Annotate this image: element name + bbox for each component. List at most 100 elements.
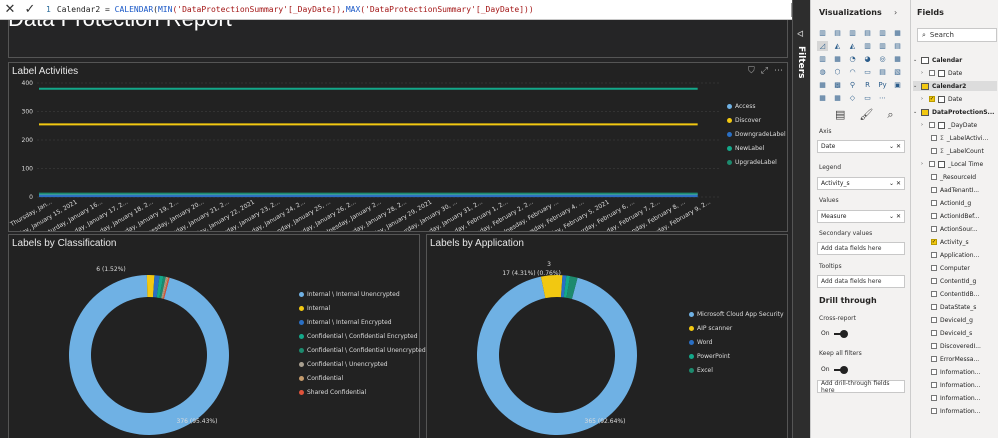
- visual-type-icon[interactable]: ▣: [894, 81, 901, 89]
- drill-through-well[interactable]: Add drill-through fields here: [817, 380, 905, 394]
- tooltips-well[interactable]: Add data fields here: [817, 275, 905, 288]
- visual-type-icon[interactable]: ◔: [849, 55, 856, 63]
- field-item[interactable]: Σ _LabelCount: [931, 146, 984, 156]
- visual-type-icon[interactable]: ▧: [894, 68, 901, 76]
- field-checkbox[interactable]: [931, 252, 937, 258]
- chevron-down-icon[interactable]: ⌄: [913, 109, 918, 115]
- visual-type-icon[interactable]: ▦: [819, 81, 826, 89]
- label-activities-visual[interactable]: Label Activities ⛉ ⤢ ⋯ 0 100 200 300 400 Thur…: [8, 62, 788, 232]
- visual-type-icon[interactable]: ◠: [849, 68, 856, 76]
- chevron-right-icon[interactable]: ›: [921, 96, 923, 102]
- field-item[interactable]: › ✓ Date: [921, 94, 962, 104]
- field-checkbox[interactable]: [931, 408, 937, 414]
- legend-item[interactable]: Confidential \ Confidential Encrypted: [299, 333, 418, 340]
- visual-type-icon[interactable]: ▥: [849, 29, 856, 37]
- visual-type-icon[interactable]: ▤: [834, 29, 841, 37]
- close-icon[interactable]: ✕: [4, 2, 16, 17]
- visual-type-icon[interactable]: ◭: [834, 42, 841, 50]
- field-item[interactable]: ContentId_g: [931, 276, 976, 286]
- field-checkbox[interactable]: [931, 291, 937, 297]
- visual-type-icon[interactable]: ▭: [864, 68, 871, 76]
- field-checkbox[interactable]: [931, 304, 937, 310]
- legend-item[interactable]: Internal \ Internal Encrypted: [299, 319, 392, 326]
- visual-type-icon[interactable]: ▥: [864, 42, 871, 50]
- well-actions-icon[interactable]: ⌄ ✕: [889, 213, 901, 220]
- field-item[interactable]: AadTenantI...: [931, 185, 979, 195]
- filter-icon[interactable]: ⛉: [748, 66, 755, 76]
- visual-type-icon[interactable]: ▭: [864, 94, 871, 102]
- field-checkbox[interactable]: [931, 382, 937, 388]
- collapse-pane-icon[interactable]: ›: [894, 8, 898, 17]
- secondary-values-well[interactable]: Add data fields here: [817, 242, 905, 255]
- visual-type-icon[interactable]: ▦: [834, 94, 841, 102]
- visual-type-icon[interactable]: ◍: [819, 68, 826, 76]
- well-actions-icon[interactable]: ⌄ ✕: [889, 143, 901, 150]
- field-item[interactable]: DeviceId_g: [931, 315, 973, 325]
- field-checkbox[interactable]: [931, 213, 937, 219]
- field-checkbox[interactable]: [931, 135, 937, 141]
- visual-type-icon[interactable]: ◇: [849, 94, 856, 102]
- field-item[interactable]: DeviceId_s: [931, 328, 972, 338]
- field-item[interactable]: Information...: [931, 380, 980, 390]
- field-checkbox[interactable]: [931, 226, 937, 232]
- field-item[interactable]: Application...: [931, 250, 979, 260]
- field-checkbox[interactable]: [931, 148, 937, 154]
- fields-tab-icon[interactable]: ▤: [835, 108, 846, 121]
- visual-type-icon[interactable]: Py: [878, 81, 887, 89]
- labels-by-application-visual[interactable]: Labels by Application 17 (4.31%) (0.76%) 3…: [426, 234, 788, 438]
- field-checkbox[interactable]: [931, 343, 937, 349]
- chevron-down-icon[interactable]: ⌄: [913, 57, 918, 63]
- legend-item[interactable]: Internal: [299, 305, 330, 312]
- check-icon[interactable]: ✓: [24, 2, 36, 17]
- field-item[interactable]: Information...: [931, 406, 980, 416]
- visual-type-icon[interactable]: ▥: [819, 29, 826, 37]
- visual-type-icon[interactable]: ⋯: [879, 94, 886, 102]
- field-checkbox[interactable]: [931, 200, 937, 206]
- chevron-right-icon[interactable]: ›: [921, 122, 923, 128]
- field-checkbox[interactable]: [931, 395, 937, 401]
- visual-type-icon[interactable]: ▤: [894, 42, 901, 50]
- field-checkbox[interactable]: [931, 317, 937, 323]
- fields-search-input[interactable]: ⌕ Search: [917, 28, 997, 42]
- focus-mode-icon[interactable]: ⤢: [760, 66, 768, 76]
- visual-type-icon[interactable]: ⬡: [834, 68, 841, 76]
- field-item[interactable]: Information...: [931, 367, 980, 377]
- field-item[interactable]: ActionId_g: [931, 198, 971, 208]
- expand-icon[interactable]: ᐊ: [797, 30, 804, 40]
- visual-type-icon[interactable]: ◕: [864, 55, 871, 63]
- field-checkbox[interactable]: [931, 265, 937, 271]
- legend-item[interactable]: Confidential \ Confidential Unencrypted: [299, 347, 426, 354]
- legend-item[interactable]: UpgradeLabel: [727, 159, 777, 166]
- filters-pane-collapsed[interactable]: ᐊ Filters: [792, 0, 810, 438]
- field-checkbox[interactable]: [929, 122, 935, 128]
- field-checkbox[interactable]: ✓: [931, 239, 937, 245]
- visual-type-icon[interactable]: ◭: [849, 42, 856, 50]
- visual-type-icon[interactable]: ▤: [879, 68, 886, 76]
- field-checkbox[interactable]: [929, 161, 935, 167]
- field-checkbox[interactable]: [931, 330, 937, 336]
- field-item[interactable]: ⌄ DataProtectionS...: [913, 107, 994, 117]
- visual-type-icon[interactable]: ▦: [894, 29, 901, 37]
- legend-item[interactable]: Confidential: [299, 375, 343, 382]
- chevron-right-icon[interactable]: ›: [921, 161, 923, 167]
- legend-item[interactable]: Excel: [689, 367, 713, 374]
- keep-filters-toggle[interactable]: On: [821, 365, 848, 374]
- field-item[interactable]: › _DayDate: [921, 120, 977, 130]
- chevron-down-icon[interactable]: ⌄: [913, 83, 918, 89]
- legend-item[interactable]: Access: [727, 103, 756, 110]
- field-item[interactable]: _ResourceId: [931, 172, 976, 182]
- axis-well[interactable]: Date ⌄ ✕: [817, 140, 905, 153]
- visual-type-icon[interactable]: ▥: [819, 55, 826, 63]
- chevron-right-icon[interactable]: ›: [921, 70, 923, 76]
- values-well[interactable]: Measure ⌄ ✕: [817, 210, 905, 223]
- field-item[interactable]: ActionSour...: [931, 224, 978, 234]
- field-item[interactable]: ⌄ Calendar2: [913, 81, 997, 91]
- visual-type-icon[interactable]: ▥: [879, 42, 886, 50]
- formula-input[interactable]: 1 Calendar2 = CALENDAR(MIN('DataProtectio…: [46, 5, 791, 14]
- field-checkbox[interactable]: [931, 356, 937, 362]
- legend-item[interactable]: Internal \ Internal Unencrypted: [299, 291, 400, 298]
- field-item[interactable]: ✓ Activity_s: [931, 237, 969, 247]
- legend-well[interactable]: Activity_s ⌄ ✕: [817, 177, 905, 190]
- visual-type-icon[interactable]: ⚲: [849, 81, 856, 89]
- visual-type-icon[interactable]: ▥: [879, 29, 886, 37]
